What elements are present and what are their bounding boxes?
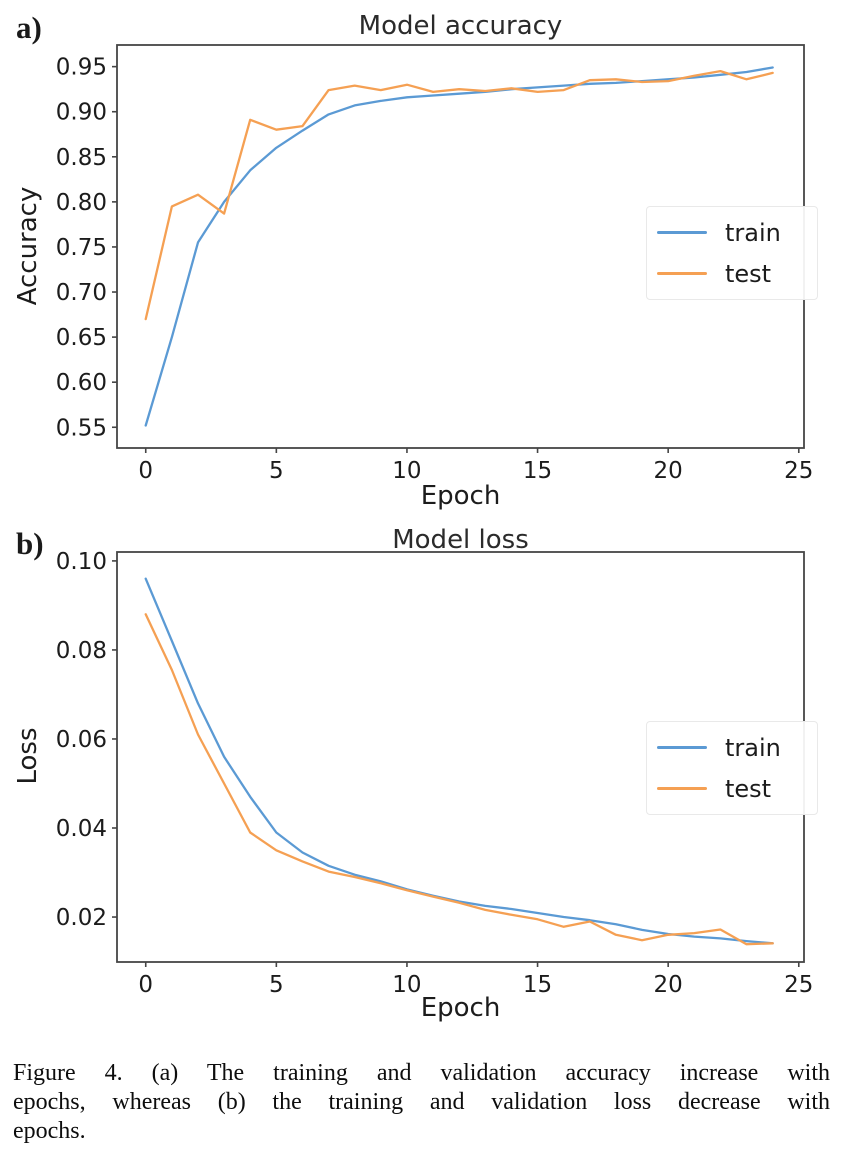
y-tick-label: 0.95	[56, 55, 107, 81]
y-tick-label: 0.04	[56, 816, 107, 842]
y-tick-label: 0.02	[56, 905, 107, 931]
loss-y-axis-label: Loss	[13, 727, 43, 785]
test-line-swatch	[657, 272, 707, 275]
accuracy-legend: train test	[646, 206, 818, 300]
y-tick-label: 0.06	[56, 727, 107, 753]
y-tick-label: 0.85	[56, 145, 107, 171]
y-axis: 0.02 0.04 0.06 0.08 0.10	[56, 549, 117, 931]
legend-label-train: train	[725, 733, 781, 762]
x-tick-label: 5	[269, 972, 284, 998]
y-tick-label: 0.90	[56, 100, 107, 126]
x-tick-label: 15	[523, 972, 552, 998]
legend-entry-test: test	[657, 259, 807, 289]
x-axis: 0 5 10 15 20 25	[138, 448, 813, 484]
x-tick-label: 5	[269, 458, 284, 484]
x-tick-label: 20	[654, 972, 683, 998]
y-tick-label: 0.60	[56, 370, 107, 396]
caption-line: epochs.	[13, 1118, 86, 1144]
caption-line: Figure 4. (a) The training and validatio…	[13, 1060, 830, 1086]
y-tick-label: 0.55	[56, 415, 107, 441]
test-line	[144, 69, 774, 321]
x-tick-label: 0	[138, 458, 153, 484]
legend-label-test: test	[725, 259, 772, 288]
x-axis: 0 5 10 15 20 25	[138, 962, 813, 998]
accuracy-x-axis-label: Epoch	[420, 481, 501, 511]
test-line-swatch	[657, 787, 707, 790]
legend-label-test: test	[725, 774, 772, 803]
train-line-swatch	[657, 231, 707, 234]
accuracy-chart-title: Model accuracy	[358, 11, 563, 41]
loss-x-axis-label: Epoch	[420, 993, 501, 1023]
x-tick-label: 10	[392, 972, 421, 998]
accuracy-y-axis-label: Accuracy	[13, 186, 43, 306]
accuracy-plot: 0 5 10 15 20 250.550.600.650.700.750.800.850.…	[56, 44, 813, 484]
y-tick-label: 0.10	[56, 549, 107, 575]
y-tick-label: 0.08	[56, 638, 107, 664]
y-tick-label: 0.70	[56, 280, 107, 306]
x-tick-label: 25	[784, 972, 813, 998]
y-tick-label: 0.65	[56, 325, 107, 351]
y-tick-label: 0.80	[56, 190, 107, 216]
loss-chart-title: Model loss	[392, 525, 529, 555]
loss-plot: 0 5 10 15 20 25 0.02 0.04 0.06 0.08 0.10	[56, 549, 814, 998]
test-line	[144, 613, 774, 946]
loss-legend: train test	[646, 721, 818, 815]
x-tick-label: 0	[138, 972, 153, 998]
x-tick-label: 20	[654, 458, 683, 484]
y-tick-label: 0.75	[56, 235, 107, 261]
legend-entry-train: train	[657, 218, 807, 248]
train-line-swatch	[657, 746, 707, 749]
x-tick-label: 10	[392, 458, 421, 484]
train-line	[144, 66, 774, 427]
figure-caption: Figure 4. (a) The training and validatio…	[13, 1059, 830, 1146]
legend-entry-train: train	[657, 733, 807, 763]
legend-label-train: train	[725, 218, 781, 247]
y-axis: 0.55 0.60 0.65 0.70 0.75 0.80 0.85 0.90 0.95	[56, 55, 117, 441]
caption-line: epochs, whereas (b) the training and val…	[13, 1089, 830, 1115]
x-tick-label: 15	[523, 458, 552, 484]
x-tick-label: 25	[784, 458, 813, 484]
panel-label-b: b)	[16, 526, 44, 561]
legend-entry-test: test	[657, 774, 807, 804]
panel-label-a: a)	[16, 10, 42, 45]
